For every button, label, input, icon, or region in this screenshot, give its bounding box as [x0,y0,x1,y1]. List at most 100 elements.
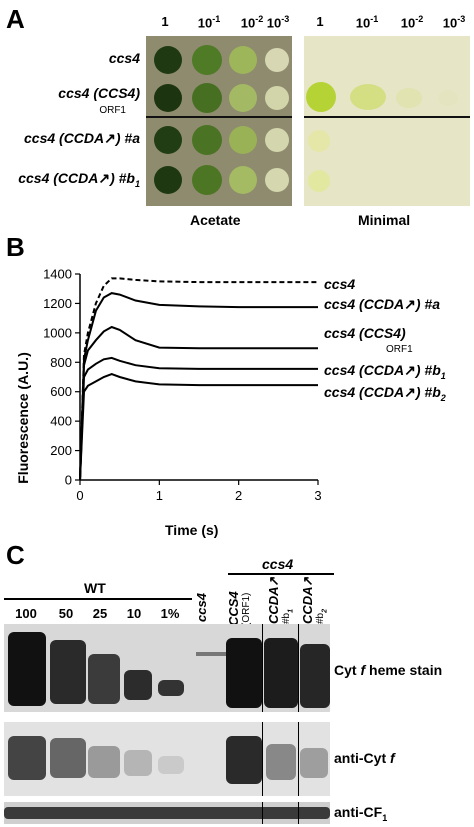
lane-label-wt-50: 50 [58,606,74,621]
lane-label-wt-10: 10 [126,606,142,621]
lane-divider [298,624,299,712]
series-line-3 [79,356,318,481]
band [300,748,328,778]
series-line-1 [79,292,318,481]
blot-anti-cyt-f [4,722,330,796]
lane-label-wt-25: 25 [92,606,108,621]
dilution-label: 10-2 [400,14,424,31]
dilution-label: 10-1 [355,14,379,31]
band [264,638,298,708]
dilution-label: 10-1 [197,14,221,31]
colony-spot [229,84,257,112]
band [226,638,262,708]
colony-spot [229,126,257,154]
group-label-wt: WT [84,580,106,596]
lane-label-ccs4-complemented: CCS4 (ORF1) [226,591,252,626]
dilution-label: 1 [161,14,169,29]
band [124,750,152,776]
colony-spot [265,48,289,72]
colony-spot [154,166,182,194]
colony-spot [350,84,386,110]
colony-spot [154,126,182,154]
lane-divider [262,624,263,712]
band [88,654,120,704]
group-line-wt [4,598,192,600]
series-line-4 [79,373,318,481]
y-tick-label: 1400 [43,267,72,282]
dilution-label: 10-3 [442,14,466,31]
y-tick-label: 400 [50,414,72,429]
lane-label-ccs4: ccs4 [194,593,209,622]
dilution-label: 10-2 [240,14,264,31]
band [8,632,46,706]
series-line-0 [79,277,318,481]
fluorescence-chart: 0 200 400 600 800 1000 1200 1400 0 1 2 3 [43,267,322,504]
band [266,744,296,780]
band [124,670,152,700]
colony-spot [265,168,289,192]
plate-divider [146,116,292,118]
lane-divider [262,722,263,796]
plate-divider [304,116,470,118]
colony-spot [229,46,257,74]
colony-spot [192,165,222,195]
row-label-anti-cf1: anti-CF1 [334,804,388,823]
panel-a-letter: A [6,4,25,34]
series-label-ccs4: ccs4 [324,276,356,292]
y-tick-label: 0 [65,473,72,488]
strain-label-ccs4-ccs4: ccs4 (CCS4) ORF1 [58,85,140,117]
colony-spot [308,170,330,192]
x-tick-label: 0 [76,488,83,503]
blot-anti-cf1 [4,802,330,824]
band [158,680,184,696]
group-line-ccs4 [228,573,334,575]
colony-spot [192,125,222,155]
row-label-anti-cyt-f: anti-Cyt f [334,750,395,766]
band [50,640,86,704]
chart-y-axis-label: Fluorescence (A.U.) [15,352,31,484]
colony-spot [229,166,257,194]
lane-divider [298,802,299,824]
strain-label-ccs4: ccs4 [108,50,140,66]
strain-label-ccda-a: ccs4 (CCDA↗) #a [24,130,140,146]
colony-spot [306,82,336,112]
lane-divider [298,722,299,796]
band [88,746,120,778]
strain-label-ccda-b1: ccs4 (CCDA↗) #b1 [18,170,140,189]
chart-lines [79,277,318,481]
band [8,736,46,780]
colony-spot [192,45,222,75]
colony-spot [396,88,422,108]
colony-spot [154,84,182,112]
lane-label-wt-100: 100 [15,606,37,621]
dilution-label: 1 [316,14,324,29]
medium-label-acetate: Acetate [190,212,241,228]
chart-x-axis-label: Time (s) [165,522,219,538]
y-tick-label: 1200 [43,296,72,311]
band [196,652,226,656]
series-label-ccda-b1: ccs4 (CCDA↗) #b1 [324,362,446,381]
y-tick-label: 1000 [43,325,72,340]
band [226,736,262,784]
x-tick-label: 1 [156,488,163,503]
band [158,756,184,774]
dilution-label: 10-3 [266,14,290,31]
band [300,644,330,708]
medium-label-minimal: Minimal [358,212,411,228]
panel-c-letter: C [6,540,25,570]
panel-b-letter: B [6,232,25,262]
y-tick-label: 600 [50,384,72,399]
series-label-ccda-b2: ccs4 (CCDA↗) #b2 [324,384,446,403]
colony-spot [192,83,222,113]
group-label-ccs4: ccs4 [262,556,294,572]
colony-spot [308,130,330,152]
band [4,807,330,819]
minimal-plate [304,36,470,206]
lane-label-ccda-b2: CCDA↗ #b2 [300,575,329,624]
y-tick-label: 200 [50,443,72,458]
colony-spot [154,46,182,74]
lane-label-wt-1pct: 1% [160,606,180,621]
series-label-ccda-a: ccs4 (CCDA↗) #a [324,296,440,312]
series-line-2 [79,325,318,481]
series-label-ccs4-ccs4: ccs4 (CCS4) ORF1 [324,325,413,355]
